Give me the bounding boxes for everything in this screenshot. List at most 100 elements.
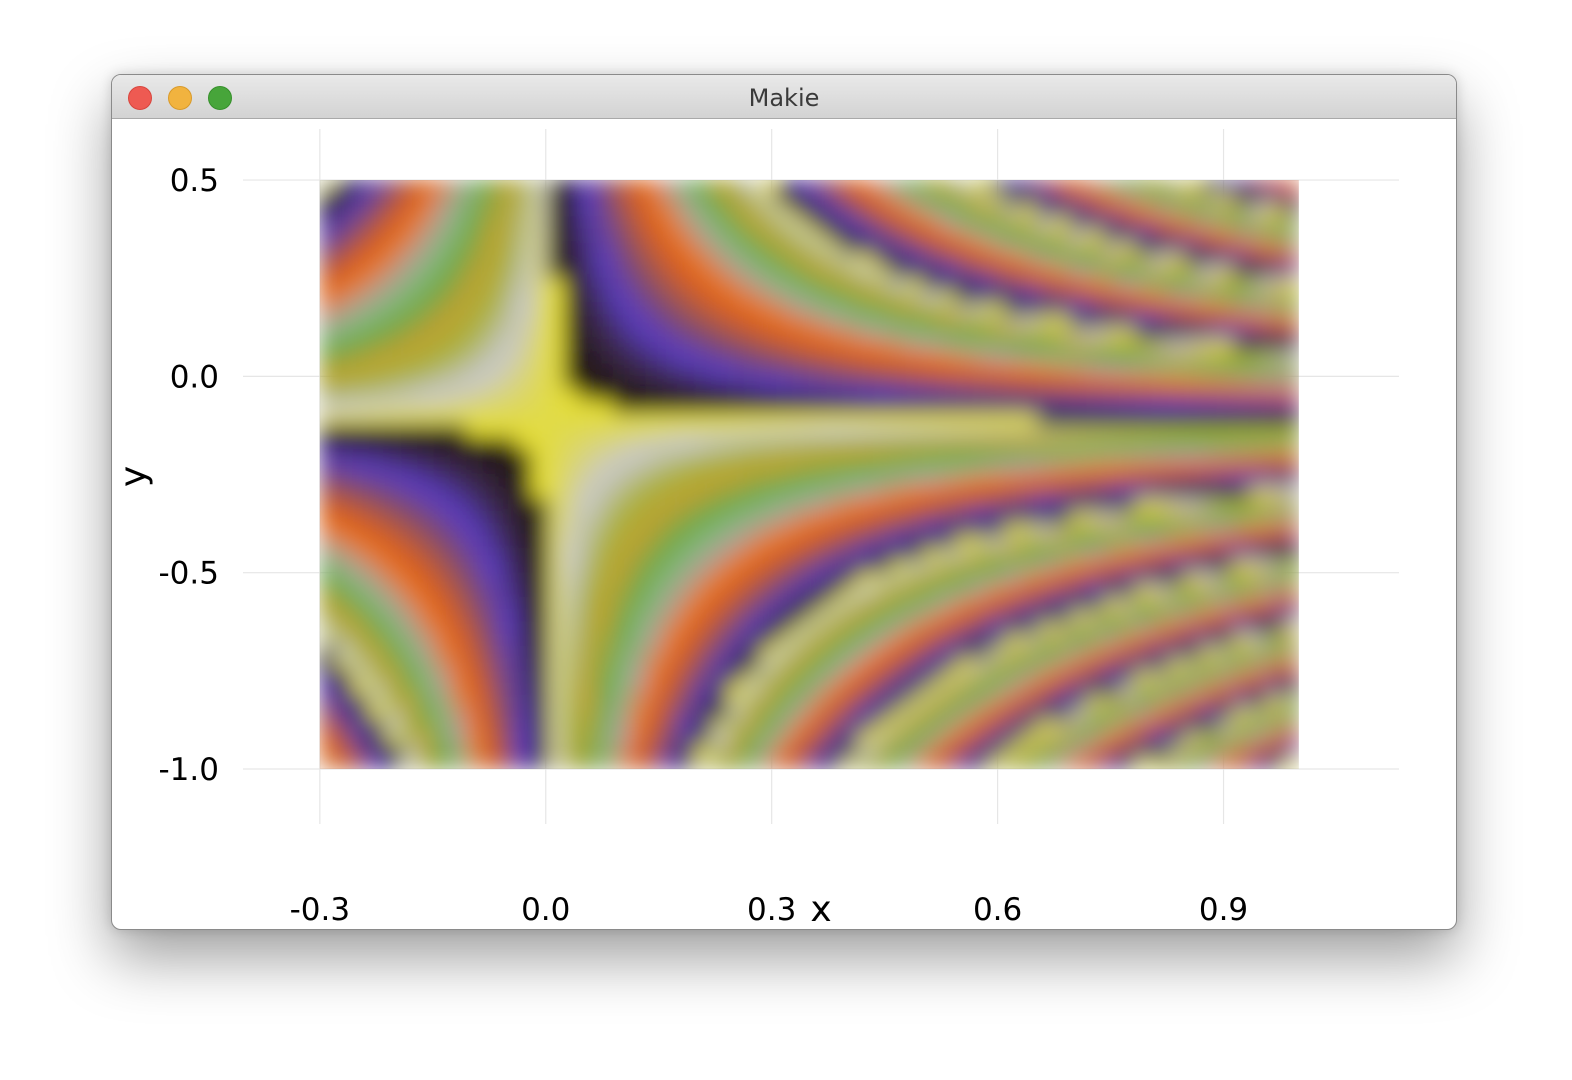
heatmap-cell (825, 180, 843, 193)
heatmap-cell (1004, 216, 1022, 230)
heatmap-cell (1282, 707, 1299, 721)
minimize-button[interactable] (168, 86, 192, 110)
heatmap-cell (808, 719, 827, 733)
heatmap-cell (1020, 265, 1039, 279)
heatmap-cell (564, 645, 582, 660)
heatmap-cell (400, 547, 419, 561)
heatmap-cell (613, 731, 631, 745)
heatmap-cell (482, 645, 500, 660)
heatmap-cell (564, 559, 582, 574)
heatmap-cell (417, 719, 435, 733)
heatmap-cell (547, 277, 566, 291)
heatmap-cell (759, 743, 778, 758)
heatmap-cell (466, 228, 484, 242)
heatmap-cell (319, 339, 337, 353)
heatmap-cell (841, 756, 859, 770)
heatmap-cell (890, 682, 908, 696)
heatmap-cell (564, 682, 582, 696)
heatmap-cell (564, 510, 582, 525)
heatmap-cell (515, 180, 533, 193)
heatmap-cell (678, 707, 696, 721)
heatmap-cell (1037, 559, 1055, 574)
heatmap-cell (1167, 731, 1186, 745)
heatmap-cell (808, 547, 827, 561)
heatmap-cell (841, 424, 859, 439)
heatmap-cell (1020, 388, 1039, 402)
heatmap-cell (1102, 707, 1120, 721)
heatmap-cell (874, 658, 892, 672)
heatmap-cell (1233, 658, 1251, 672)
heatmap-cell (1233, 437, 1251, 451)
heatmap-cell (776, 474, 794, 488)
heatmap-cell (1249, 498, 1267, 512)
heatmap-cell (580, 719, 598, 733)
heatmap-cell (776, 743, 794, 758)
heatmap-cell (743, 449, 761, 463)
heatmap-cell (710, 216, 729, 230)
heatmap-cell (661, 682, 680, 696)
heatmap-cell (710, 437, 729, 451)
heatmap-cell (1249, 326, 1267, 341)
heatmap-cell (400, 228, 419, 242)
close-button[interactable] (128, 86, 152, 110)
heatmap-cell (1069, 596, 1088, 611)
heatmap-cell (433, 621, 451, 635)
heatmap-cell (1200, 547, 1218, 561)
heatmap-cell (661, 216, 680, 230)
heatmap-cell (841, 609, 859, 623)
heatmap-cell (1216, 621, 1235, 635)
heatmap-cell (1167, 302, 1186, 316)
heatmap-cell (792, 645, 810, 660)
heatmap-cell (1200, 277, 1218, 291)
heatmap-cell (1233, 498, 1251, 512)
heatmap-cell (808, 240, 827, 255)
heatmap-cell (971, 743, 990, 758)
heatmap-cell (825, 633, 843, 647)
heatmap-cell (1135, 461, 1153, 476)
heatmap-cell (1167, 707, 1186, 721)
heatmap-cell (417, 191, 435, 206)
heatmap-cell (808, 743, 827, 758)
heatmap-cell (971, 240, 990, 255)
heatmap-cell (1020, 633, 1039, 647)
heatmap-cell (1118, 302, 1137, 316)
x-tick-label: 0.0 (521, 892, 570, 928)
heatmap-cell (988, 449, 1006, 463)
heatmap-cell (368, 633, 386, 647)
heatmap-cell (368, 510, 386, 525)
heatmap-cell (1004, 596, 1022, 611)
heatmap-cell (1118, 412, 1137, 426)
heatmap-cell (335, 621, 353, 635)
heatmap-cell (890, 449, 908, 463)
heatmap-cell (645, 363, 663, 377)
heatmap-cell (857, 756, 876, 770)
heatmap-cell (1053, 633, 1071, 647)
heatmap-cell (678, 326, 696, 341)
heatmap-cell (1037, 645, 1055, 660)
heatmap-cell (825, 375, 843, 390)
maximize-button[interactable] (208, 86, 232, 110)
heatmap-cell (1037, 486, 1055, 500)
heatmap-cell (1200, 424, 1218, 439)
heatmap-cell (678, 658, 696, 672)
heatmap-cell (433, 412, 451, 426)
heatmap-cell (449, 609, 468, 623)
heatmap-cell (923, 216, 941, 230)
heatmap-cell (776, 670, 794, 684)
heatmap-cell (923, 658, 941, 672)
heatmap-cell (629, 670, 647, 684)
heatmap-cell (1151, 510, 1169, 525)
heatmap-cell (923, 461, 941, 476)
title-bar[interactable]: Makie (112, 75, 1456, 119)
heatmap-cell (1102, 302, 1120, 316)
heatmap-cell (694, 351, 712, 365)
heatmap-cell (1004, 707, 1022, 721)
heatmap-cell (384, 658, 402, 672)
heatmap-cell (825, 216, 843, 230)
heatmap-cell (1233, 474, 1251, 488)
heatmap-cell (874, 474, 892, 488)
heatmap-cell (955, 559, 973, 574)
heatmap-cell (841, 375, 859, 390)
heatmap-cell (645, 351, 663, 365)
heatmap-cell (1086, 498, 1104, 512)
